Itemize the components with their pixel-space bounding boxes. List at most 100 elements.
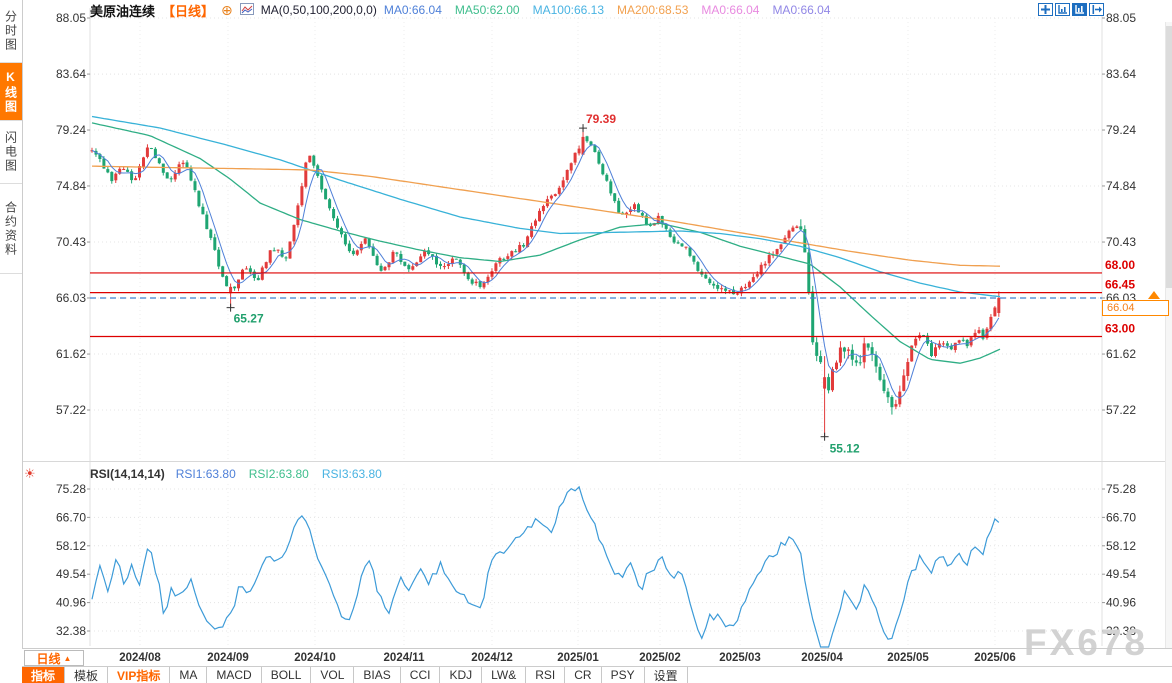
current-price-box: 66.04	[1102, 300, 1169, 316]
axis-tick-label: 83.64	[56, 67, 86, 81]
axis-tick-label: 58.12	[1106, 539, 1136, 553]
exit-right-icon[interactable]	[1089, 3, 1104, 16]
axis-tick-label: 70.43	[1106, 235, 1136, 249]
rsi-settings-icon[interactable]: ☀	[24, 466, 36, 481]
toolbar-tab-RSI[interactable]: RSI	[526, 667, 566, 683]
x-axis-date-label: 2025/01	[557, 652, 599, 664]
scrollbar-track[interactable]	[1165, 22, 1172, 648]
x-axis-date-label: 2024/10	[294, 652, 336, 664]
toolbar-tab-模板[interactable]: 模板	[65, 667, 109, 683]
toolbar-tab-PSY[interactable]: PSY	[602, 667, 645, 683]
axis-tick-label: 75.28	[1106, 482, 1136, 496]
axis-tick-label: 32.38	[1106, 624, 1136, 638]
axis-tick-label: 83.64	[1106, 67, 1136, 81]
x-axis-date-label: 2025/05	[887, 652, 929, 664]
x-axis-row: 日线 ▲ 2024/08 2024/09 2024/10 2024/11 2024/12…	[22, 648, 1172, 667]
rsi-value: RSI1:63.80	[175, 467, 236, 481]
axis-tick-label: 61.62	[56, 347, 86, 361]
scrollbar-thumb[interactable]	[1166, 26, 1172, 288]
axis-tick-label: 49.54	[1106, 567, 1136, 581]
ma-value: MA0:66.04	[772, 3, 831, 17]
rsi-header: RSI(14,14,14) RSI1:63.80 RSI2:63.80 RSI3:6…	[90, 467, 382, 481]
price-annotation: 79.39	[586, 112, 616, 126]
ma-value: MA0:66.04	[701, 3, 760, 17]
chart-header: 美原油连续 【日线】 ⊕ MA(0,50,100,200,0,0) MA0:66…	[90, 2, 831, 19]
axis-tick-label: 58.12	[56, 539, 86, 553]
sidebar-tab-1[interactable]: 分时图	[0, 0, 22, 63]
axis-tick-label: 79.24	[56, 123, 86, 137]
ma-settings-label: MA(0,50,100,200,0,0)	[260, 3, 377, 17]
axis-tick-label: 75.28	[56, 482, 86, 496]
period-up-arrow-icon: ▲	[63, 653, 72, 663]
axis-tick-label: 66.70	[56, 510, 86, 524]
hline-price-label: 63.00	[1105, 322, 1135, 336]
ma-value: MA200:68.53	[617, 3, 689, 17]
axis-tick-label: 40.96	[1106, 596, 1136, 610]
period-selector[interactable]: 日线 ▲	[24, 650, 84, 666]
x-axis-date-label: 2024/08	[119, 652, 161, 664]
sidebar-tab-3[interactable]: 闪电图	[0, 121, 22, 184]
rsi-value: RSI3:63.80	[321, 467, 382, 481]
x-axis-date-label: 2025/03	[719, 652, 761, 664]
toolbar-tab-指标[interactable]: 指标	[22, 667, 66, 683]
axis-tick-label: 79.24	[1106, 123, 1136, 137]
axis-tick-label: 74.84	[56, 179, 86, 193]
axis-tick-label: 74.84	[1106, 179, 1136, 193]
x-axis-date-label: 2024/09	[207, 652, 249, 664]
period-selector-label: 日线	[36, 651, 61, 666]
sidebar-tab-2[interactable]: K线图	[0, 63, 22, 121]
axis-tick-label: 32.38	[56, 624, 86, 638]
toolbar-tab-设置[interactable]: 设置	[645, 667, 688, 683]
toolbar-tab-LW&[interactable]: LW&	[482, 667, 527, 683]
toolbar-tab-MA[interactable]: MA	[170, 667, 208, 683]
axis-tick-label: 66.70	[1106, 510, 1136, 524]
toolbar-tab-BOLL[interactable]: BOLL	[262, 667, 312, 683]
axis-tick-label: 40.96	[56, 596, 86, 610]
hline-price-label: 66.45	[1105, 278, 1135, 292]
x-axis-date-label: 2025/04	[801, 652, 843, 664]
symbol-title: 美原油连续	[90, 3, 156, 19]
axis-tick-label: 57.22	[1106, 403, 1136, 417]
x-axis-date-label: 2025/02	[639, 652, 681, 664]
toolbar-tab-VOL[interactable]: VOL	[311, 667, 355, 683]
ma-value: MA50:62.00	[454, 3, 520, 17]
price-up-arrow-icon	[1148, 291, 1160, 299]
ma-value: MA0:66.04	[383, 3, 442, 17]
x-axis-date-label: 2025/06	[974, 652, 1016, 664]
toolbar-tab-KDJ[interactable]: KDJ	[440, 667, 483, 683]
axis-tick-label: 57.22	[56, 403, 86, 417]
axis-tick-label: 61.62	[1106, 347, 1136, 361]
chart-toolbar-icons	[1038, 3, 1104, 16]
toolbar-tab-CCI[interactable]: CCI	[401, 667, 441, 683]
rsi-values: RSI1:63.80 RSI2:63.80 RSI3:63.80	[176, 467, 382, 481]
sidebar-tab-4[interactable]: 合约资料	[0, 184, 22, 274]
price-annotation: 55.12	[830, 442, 860, 456]
period-tag: 【日线】	[162, 3, 215, 19]
axis-tick-label: 88.05	[56, 11, 86, 25]
axis-tick-label: 49.54	[56, 567, 86, 581]
axis-tick-label: 88.05	[1106, 11, 1136, 25]
x-axis-date-label: 2024/11	[383, 652, 425, 664]
candlestick-chart-canvas[interactable]: 68.00 66.45 63.00 79.39 65.27 55.12 88.05 88.05…	[0, 0, 1172, 648]
toolbar-tab-BIAS[interactable]: BIAS	[354, 667, 401, 683]
add-indicator-icon[interactable]: ⊕	[221, 2, 233, 18]
toolbar-tab-VIP指标[interactable]: VIP指标	[108, 667, 171, 683]
watermark: FX678	[1024, 622, 1149, 663]
axis-tick-label: 70.43	[56, 235, 86, 249]
axis-chart-icon[interactable]	[1055, 3, 1070, 16]
toolbar-tab-MACD[interactable]: MACD	[207, 667, 262, 683]
ma-chart-icon	[239, 2, 254, 18]
rsi-indicator-name: RSI(14,14,14)	[90, 467, 165, 481]
hline-price-label: 68.00	[1105, 258, 1135, 272]
toolbar-tab-CR[interactable]: CR	[565, 667, 602, 683]
ma-values: MA0:66.04 MA50:62.00 MA100:66.13 MA200:68.5…	[384, 3, 831, 17]
ma-value: MA100:66.13	[532, 3, 604, 17]
price-annotation: 65.27	[234, 312, 264, 326]
bar-chart-icon[interactable]	[1072, 3, 1087, 16]
rsi-value: RSI2:63.80	[248, 467, 309, 481]
x-axis-date-label: 2024/12	[471, 652, 513, 664]
indicator-toolbar: 指标 模板 VIP指标 MA MACD BOLL VOL BIAS CCI KDJ LW& RSI CR…	[22, 666, 1172, 683]
sidebar: 分时图 K线图 闪电图 合约资料	[0, 0, 23, 648]
pan-icon[interactable]	[1038, 3, 1053, 16]
